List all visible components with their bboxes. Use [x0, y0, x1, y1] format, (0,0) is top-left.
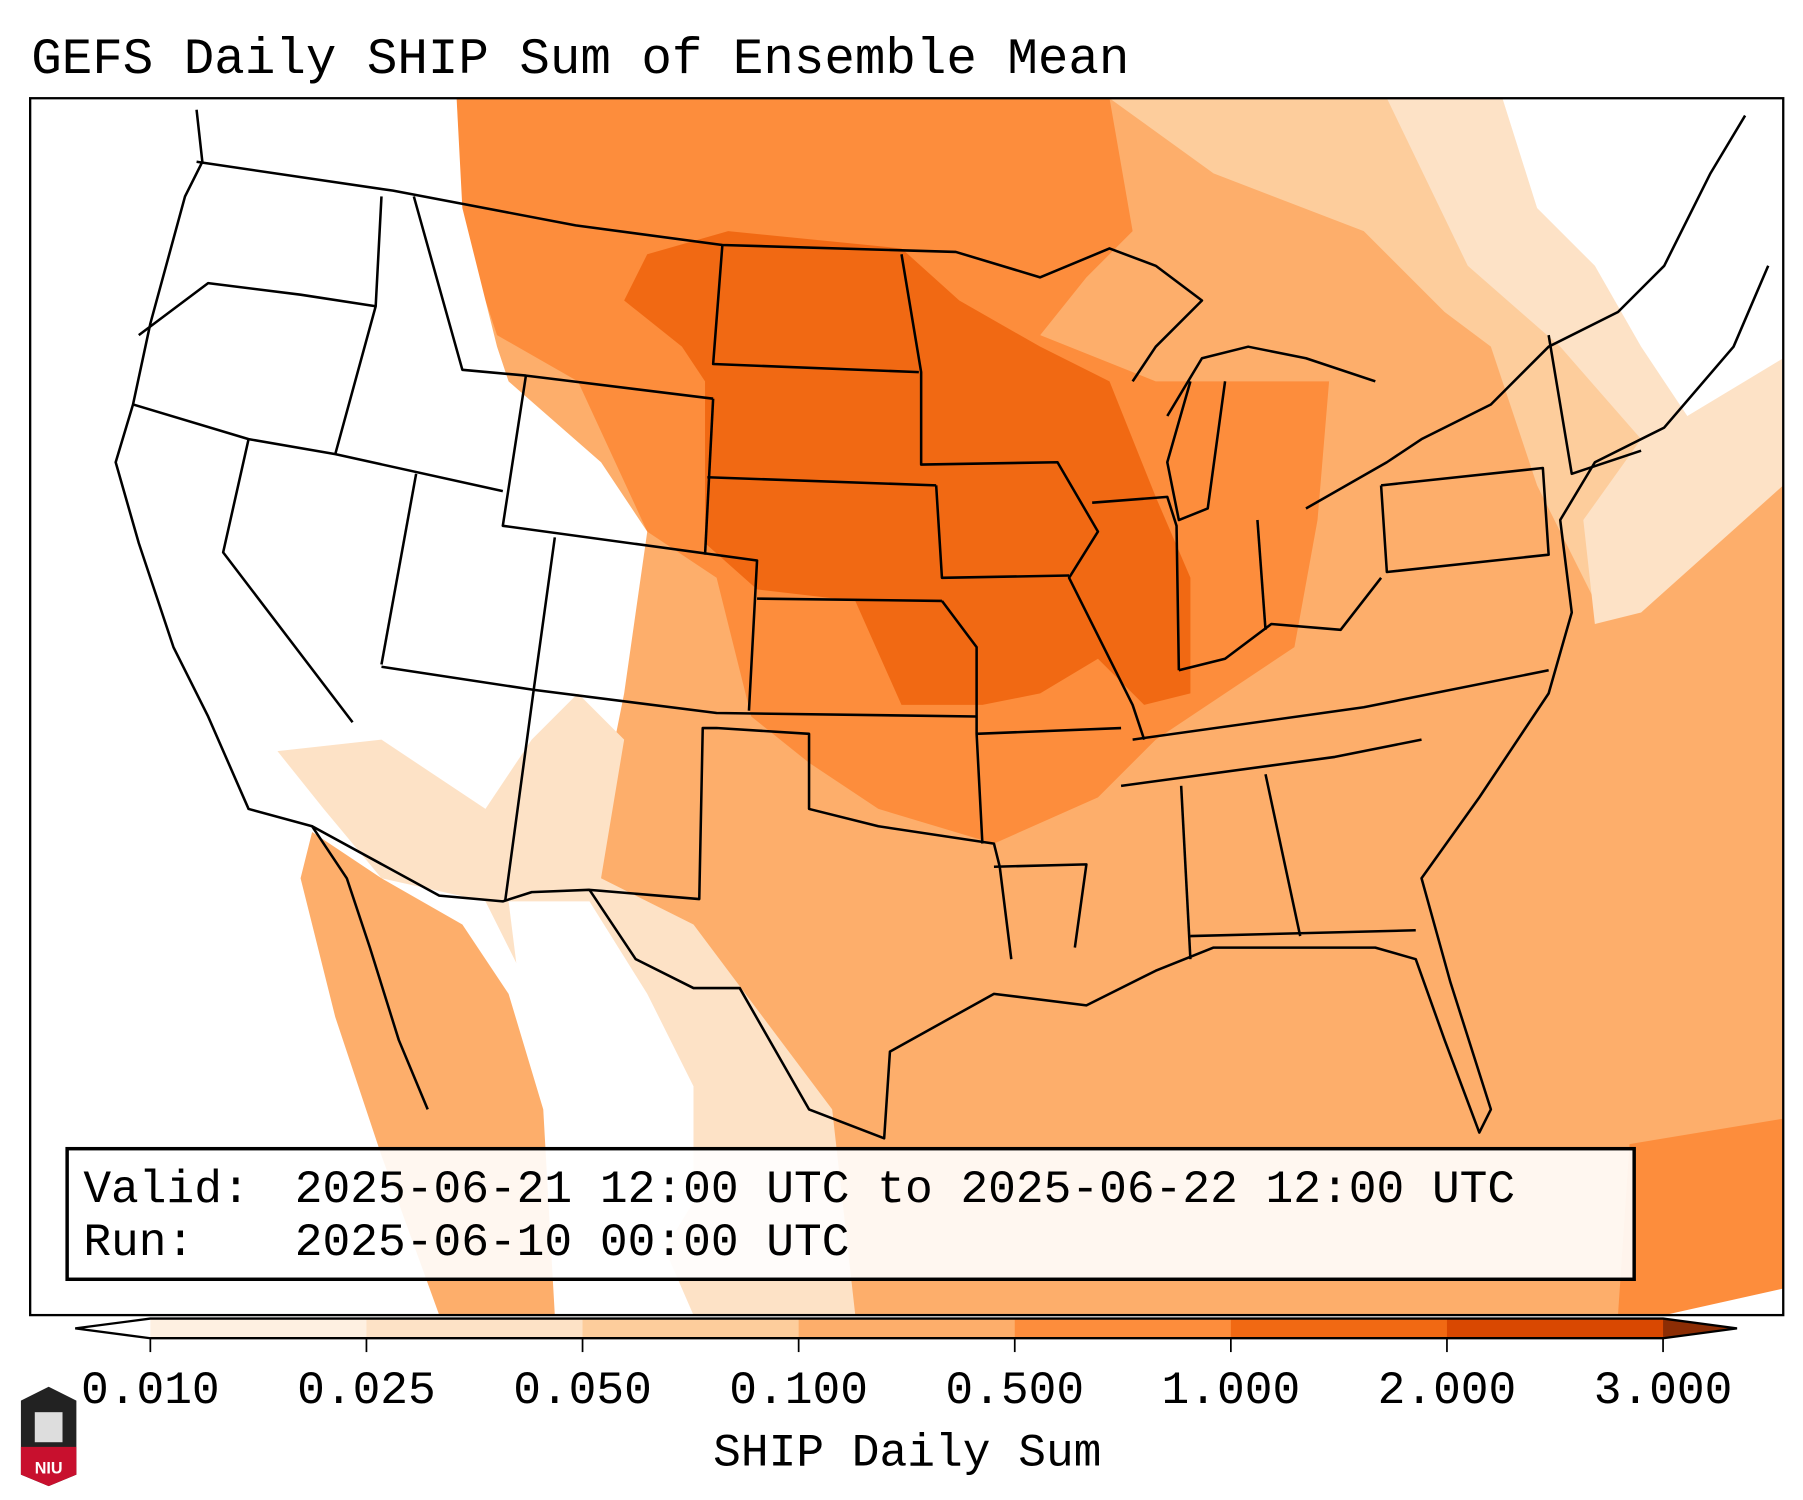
colorbar-tick-label: 0.100: [729, 1365, 868, 1417]
colorbar-tick-label: 0.010: [81, 1365, 220, 1417]
field-white-northeast: [1502, 98, 1784, 417]
colorbar-under-triangle: [75, 1318, 151, 1339]
colorbar-label: SHIP Daily Sum: [713, 1427, 1101, 1479]
colorbar-segment: [798, 1318, 1016, 1339]
colorbar-tick-label: 0.025: [297, 1365, 436, 1417]
colorbar-segment: [366, 1318, 584, 1339]
borders: [114, 109, 1770, 1140]
map-frame: [29, 97, 1785, 1317]
colorbar-segment: [150, 1318, 368, 1339]
colorbar-ticks: 0.010 0.025 0.050 0.100 0.500 1.000 2.000 3.000: [81, 1338, 1732, 1417]
colorbar-segment: [582, 1318, 800, 1339]
run-value: 2025-06-10 00:00 UTC: [295, 1217, 850, 1269]
colorbar-tick-label: 2.000: [1378, 1365, 1517, 1417]
colorbar-segment: [1014, 1318, 1232, 1339]
colorbar: [75, 1317, 1738, 1340]
field-medium-caribbean: [1617, 1118, 1784, 1316]
colorbar-tick-label: 1.000: [1162, 1365, 1301, 1417]
field-dark-central: [624, 231, 1191, 705]
colorbar-segment: [1446, 1318, 1664, 1339]
colorbar-tick-label: 0.050: [513, 1365, 652, 1417]
niu-logo-text: NIU: [35, 1459, 63, 1477]
niu-logo: NIU: [20, 1386, 77, 1487]
valid-label: Valid:: [83, 1164, 249, 1216]
colorbar-tick-label: 3.000: [1594, 1365, 1733, 1417]
info-box: Valid: 2025-06-21 12:00 UTC to 2025-06-2…: [65, 1146, 1636, 1282]
valid-value: 2025-06-21 12:00 UTC to 2025-06-22 12:00…: [295, 1164, 1515, 1216]
colorbar-segment: [1230, 1318, 1448, 1339]
map: [30, 98, 1784, 1316]
colorbar-tick-label: 0.500: [945, 1365, 1084, 1417]
run-label: Run:: [83, 1217, 194, 1269]
figure-title: GEFS Daily SHIP Sum of Ensemble Mean: [31, 32, 1129, 89]
colorbar-over-triangle: [1663, 1318, 1738, 1339]
